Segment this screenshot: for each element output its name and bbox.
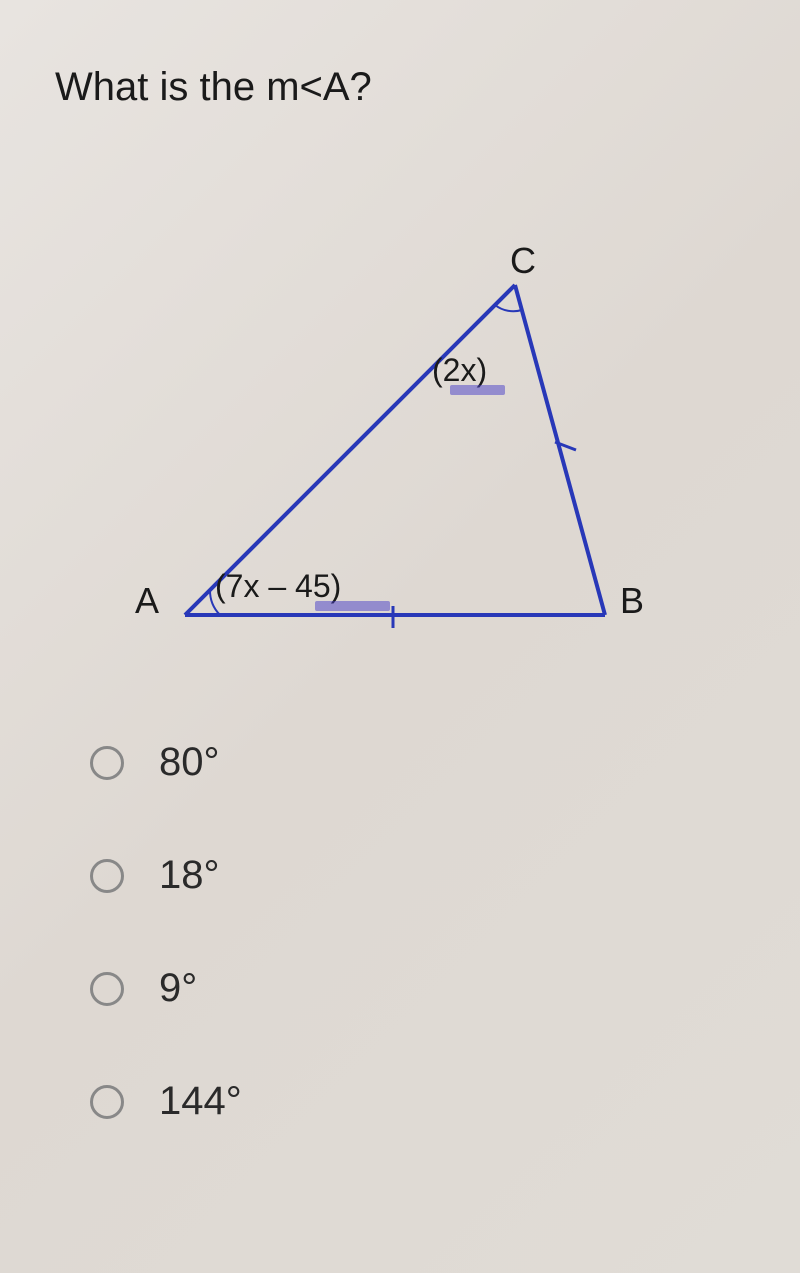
options-list: 80° 18° 9° 144° [90,740,242,1192]
angle-label-a: (7x – 45) [215,568,341,605]
option-row[interactable]: 9° [90,966,242,1011]
vertex-label-a: A [135,580,159,622]
radio-icon[interactable] [90,746,124,780]
option-row[interactable]: 18° [90,853,242,898]
option-row[interactable]: 80° [90,740,242,785]
highlight-angle-a [315,601,390,611]
angle-arc-c [495,305,522,311]
radio-icon[interactable] [90,1085,124,1119]
option-label: 9° [159,966,197,1011]
radio-icon[interactable] [90,859,124,893]
vertex-label-b: B [620,580,644,622]
option-row[interactable]: 144° [90,1079,242,1124]
side-ac [185,285,515,615]
option-label: 18° [159,853,220,898]
side-cb [515,285,605,615]
radio-icon[interactable] [90,972,124,1006]
option-label: 80° [159,740,220,785]
highlight-angle-c [450,385,505,395]
angle-label-c: (2x) [432,352,487,389]
question-text: What is the m<A? [55,65,372,110]
triangle-diagram: C A B (2x) (7x – 45) [140,250,660,650]
vertex-label-c: C [510,240,536,282]
option-label: 144° [159,1079,242,1124]
